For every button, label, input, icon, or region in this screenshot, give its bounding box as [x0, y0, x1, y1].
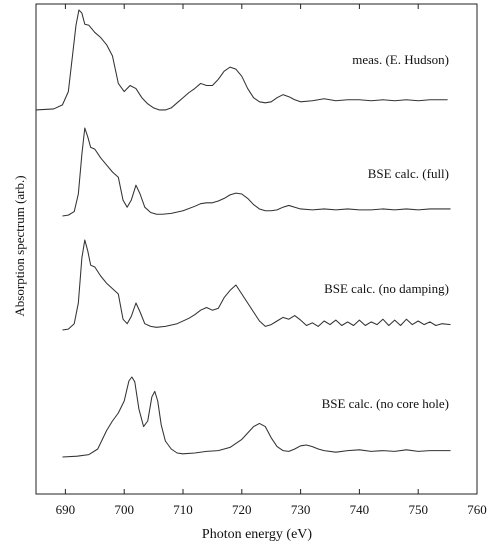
series-line-4 — [62, 376, 451, 458]
series-line-3 — [62, 239, 451, 331]
x-axis-label: Photon energy (eV) — [202, 527, 312, 542]
series-line-2 — [62, 127, 451, 217]
x-tick-label: 720 — [232, 502, 252, 517]
x-tick-label: 730 — [291, 502, 311, 517]
y-axis-label: Absorption spectrum (arb.) — [12, 175, 27, 316]
x-tick-label: 740 — [350, 502, 370, 517]
series-curves — [35, 9, 451, 458]
x-tick-label: 690 — [56, 502, 76, 517]
series-label-2: BSE calc. (full) — [368, 166, 449, 181]
x-tick-label: 750 — [408, 502, 428, 517]
x-tick-label: 700 — [114, 502, 134, 517]
x-tick-label: 760 — [467, 502, 487, 517]
series-line-1 — [35, 9, 448, 111]
plot-frame — [35, 3, 478, 495]
x-axis-ticks: 690 700 710 720 730 740 750 760 — [56, 4, 487, 517]
series-label-1: meas. (E. Hudson) — [352, 52, 449, 67]
series-label-3: BSE calc. (no damping) — [324, 281, 449, 296]
series-label-4: BSE calc. (no core hole) — [322, 396, 449, 411]
x-tick-label: 710 — [173, 502, 193, 517]
series-labels: meas. (E. Hudson) BSE calc. (full) BSE cal… — [322, 52, 449, 411]
